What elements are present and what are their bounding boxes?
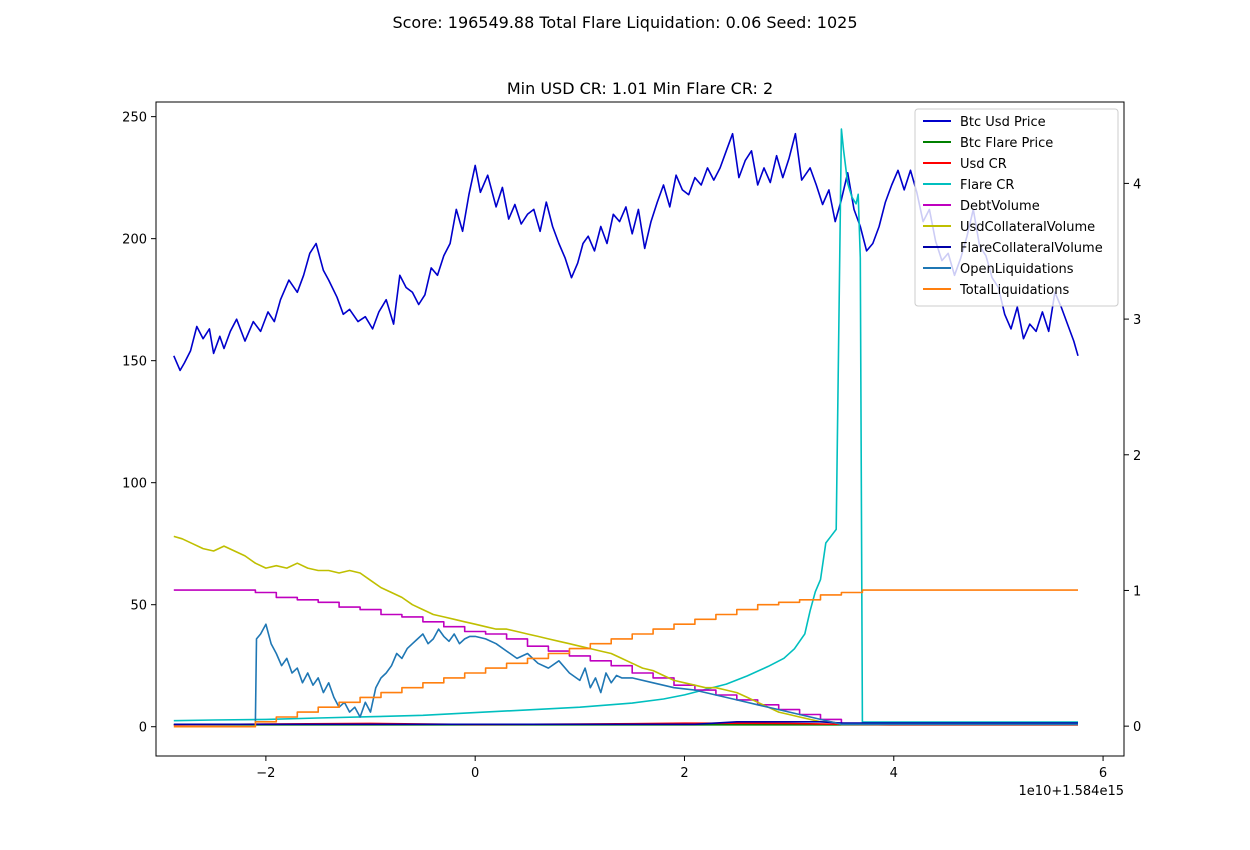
x-tick-label: −2 <box>256 766 275 781</box>
legend-box <box>914 108 1119 307</box>
y-axis-right: 0 1 2 3 4 <box>1124 177 1141 735</box>
series-line-flare-cr <box>173 128 1078 723</box>
x-tick-label: 0 <box>471 766 479 781</box>
x-axis: −2 0 2 4 6 <box>256 756 1107 781</box>
legend-label-flarecollateralvolume: FlareCollateralVolume <box>960 241 1103 256</box>
legend-label-btc-flare-price: Btc Flare Price <box>960 136 1053 151</box>
series-line-flarecollateralvolume <box>173 720 1078 726</box>
legend-label-openliquidations: OpenLiquidations <box>960 262 1074 277</box>
legend-label-usd-cr: Usd CR <box>960 157 1007 172</box>
y-left-tick-label: 0 <box>139 721 147 736</box>
y-right-tick-label: 1 <box>1133 584 1141 599</box>
legend-label-debtvolume: DebtVolume <box>960 199 1040 214</box>
y-left-tick-label: 50 <box>130 599 147 614</box>
legend: Btc Usd Price Btc Flare Price Usd CR Flare … <box>914 108 1119 307</box>
series-line-debtvolume <box>173 589 1078 726</box>
y-right-tick-label: 0 <box>1133 720 1141 735</box>
series-line-totalliquidations <box>173 589 1078 728</box>
y-axis-left: 0 50 100 150 200 250 <box>122 111 156 736</box>
legend-label-flare-cr: Flare CR <box>960 178 1014 193</box>
x-tick-label: 4 <box>890 766 898 781</box>
series-line-usdcollateralvolume <box>173 535 1078 726</box>
y-left-tick-label: 100 <box>122 477 147 492</box>
series-line-openliquidations <box>254 623 1078 726</box>
y-right-tick-label: 4 <box>1133 177 1141 192</box>
legend-label-totalliquidations: TotalLiquidations <box>959 283 1069 298</box>
x-axis-offset-label: 1e10+1.584e15 <box>1019 784 1124 799</box>
y-left-tick-label: 150 <box>122 355 147 370</box>
axes-frame <box>155 101 1125 757</box>
x-tick-label: 2 <box>680 766 688 781</box>
y-right-tick-label: 2 <box>1133 449 1141 464</box>
axes-title: Min USD CR: 1.01 Min Flare CR: 2 <box>507 79 773 98</box>
y-right-tick-label: 3 <box>1133 313 1141 328</box>
y-left-tick-label: 250 <box>122 111 147 126</box>
x-tick-label: 6 <box>1099 766 1107 781</box>
figure-suptitle: Score: 196549.88 Total Flare Liquidation… <box>392 13 858 32</box>
y-left-tick-label: 200 <box>122 233 147 248</box>
legend-label-usdcollateralvolume: UsdCollateralVolume <box>960 220 1095 235</box>
legend-label-btc-usd-price: Btc Usd Price <box>960 115 1046 130</box>
